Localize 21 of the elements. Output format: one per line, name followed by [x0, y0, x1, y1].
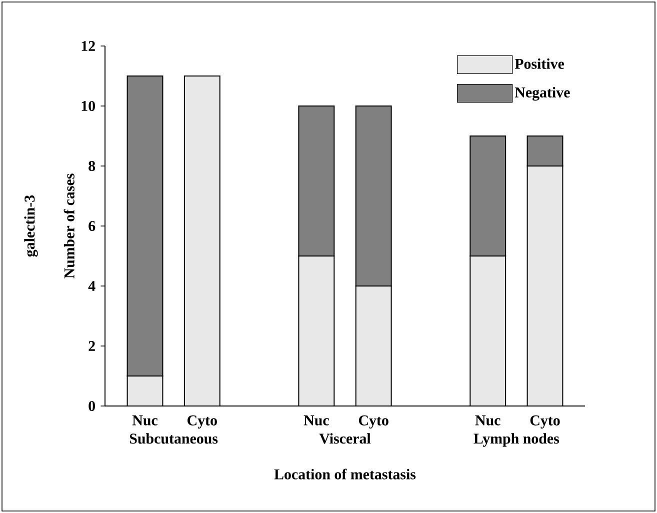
y-tick-label: 2	[88, 341, 95, 351]
text: Lymph nodes	[474, 433, 560, 447]
y-tick-label: 12	[82, 41, 95, 51]
x-tick-label: Cyto	[530, 415, 560, 429]
x-tick-label: Cyto	[188, 415, 217, 429]
text: galectin-3	[24, 195, 38, 257]
legend-label: Positive	[514, 58, 564, 69]
y-tick-label: 4	[88, 281, 96, 291]
y-tick-label: 0	[88, 400, 96, 412]
y-tick-label: 6	[88, 220, 96, 231]
y-axis-title: Number of cases	[64, 174, 74, 278]
text: Visceral	[319, 433, 371, 444]
x-tick-label: Nuc	[475, 415, 500, 426]
x-tick-label: Nuc	[304, 415, 329, 426]
y-tick-label: 8	[88, 160, 96, 172]
legend-label: Negative	[514, 86, 570, 101]
text: Subcutaneous	[130, 433, 218, 444]
x-tick-label: Cyto	[358, 415, 388, 429]
x-tick-label: Nuc	[132, 415, 158, 426]
y-tick-label: 10	[82, 100, 96, 112]
x-axis-title: Location of metastasis	[274, 468, 416, 480]
